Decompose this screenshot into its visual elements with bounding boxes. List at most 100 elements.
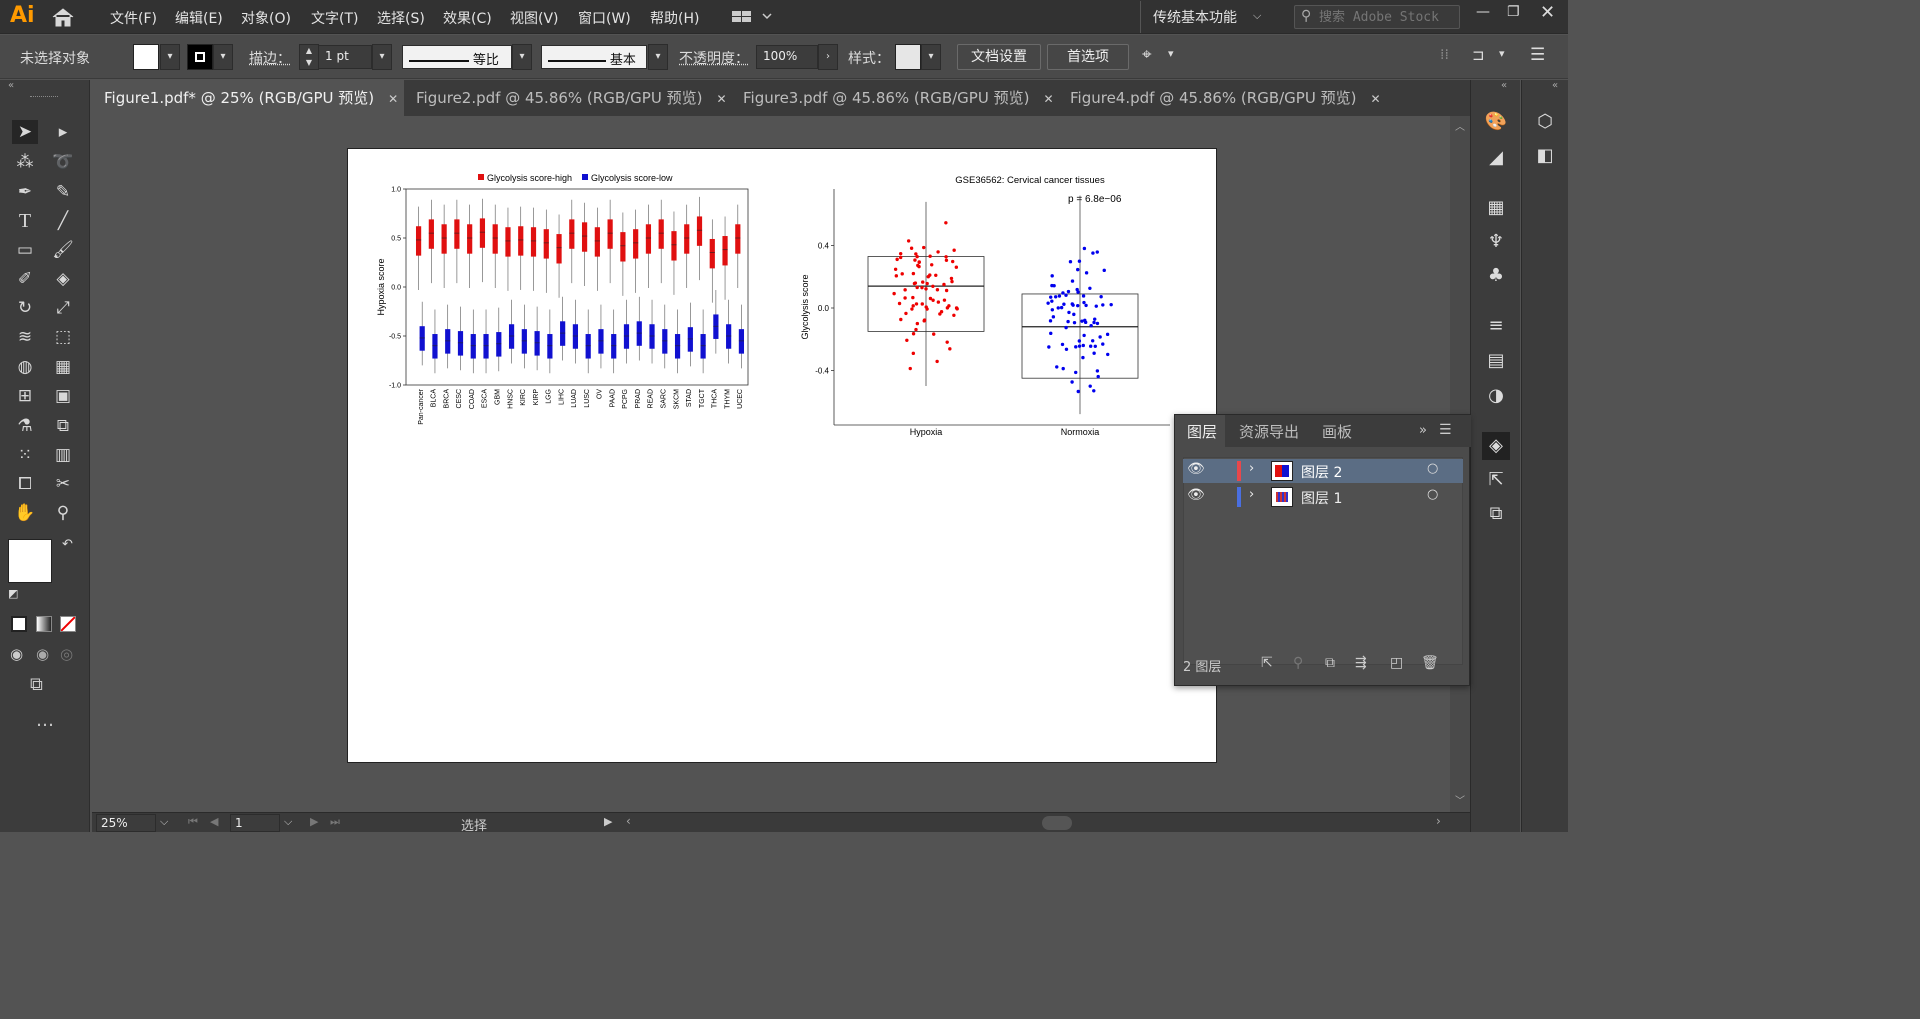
arrange-documents-icon[interactable] [732, 8, 778, 26]
preferences-button[interactable]: 首选项 [1047, 44, 1129, 70]
layers-panel-icon[interactable]: ◈ [1482, 432, 1510, 460]
workspace-switcher[interactable]: 传统基本功能 [1153, 10, 1237, 26]
restore-icon[interactable]: ❐ [1507, 4, 1520, 20]
tab-figure2[interactable]: Figure2.pdf @ 45.86% (RGB/GPU 预览) ✕ [404, 80, 737, 116]
curvature-tool-icon[interactable]: ✎ [55, 182, 71, 202]
menu-type[interactable]: 文字(T) [311, 11, 359, 27]
page-field[interactable]: 1 [230, 814, 280, 832]
home-icon[interactable] [50, 6, 76, 28]
draw-normal-icon[interactable]: ◉ [10, 645, 24, 663]
close-icon[interactable]: ✕ [716, 92, 727, 106]
stroke-label[interactable]: 描边： [249, 51, 291, 67]
draw-behind-icon[interactable]: ◉ [36, 645, 50, 663]
lasso-tool-icon[interactable]: ➰ [52, 152, 74, 172]
menu-effect[interactable]: 效果(C) [443, 11, 492, 27]
stroke-stepper[interactable]: ▲ ▼ [299, 44, 319, 70]
expand-arrow-icon[interactable]: › [1249, 487, 1255, 502]
selection-tool-icon[interactable]: ➤ [12, 120, 38, 144]
transparency-icon[interactable]: ◑ [1488, 385, 1504, 406]
style-dropdown[interactable]: ▾ [921, 44, 941, 70]
clipping-mask-icon[interactable]: ⧉ [1325, 655, 1335, 671]
document-setup-button[interactable]: 文档设置 [957, 44, 1041, 70]
direct-selection-tool-icon[interactable]: ▸ [58, 122, 68, 142]
new-layer-icon[interactable]: ◰ [1390, 655, 1404, 671]
chevron-down-icon[interactable]: ⌵ [160, 815, 169, 828]
color-mode-icon[interactable] [11, 616, 27, 632]
paintbrush-tool-icon[interactable]: 🖌 [52, 240, 74, 260]
status-menu-icon[interactable]: ▶ [604, 815, 613, 828]
shaper-tool-icon[interactable]: ✐ [17, 269, 33, 289]
none-mode-icon[interactable] [60, 616, 76, 632]
screen-mode-icon[interactable]: ⧉ [30, 674, 43, 695]
fill-swatch[interactable] [133, 44, 159, 70]
pen-tool-icon[interactable]: ✒ [17, 182, 33, 202]
asset-export-icon[interactable]: ⇱ [1488, 469, 1504, 490]
expand-icon[interactable]: « [1501, 80, 1508, 91]
gradient-mode-icon[interactable] [36, 616, 52, 632]
stroke-weight-field[interactable]: 1 pt [318, 45, 372, 69]
rectangle-tool-icon[interactable]: ▭ [16, 240, 34, 260]
last-page-icon[interactable]: ⏭ [330, 815, 340, 828]
scale-tool-icon[interactable]: ⤢ [56, 298, 70, 318]
stroke-panel-icon[interactable]: ≡ [1488, 315, 1504, 336]
mesh-tool-icon[interactable]: ⊞ [17, 386, 33, 406]
libraries-icon[interactable]: ⬡ [1537, 111, 1553, 132]
layer-row-1[interactable]: 👁 › 图层 1 ○ [1183, 485, 1463, 509]
search-input[interactable] [1319, 8, 1457, 26]
expand-icon[interactable]: « [1552, 80, 1559, 91]
panel-menu-icon[interactable]: ☰ [1530, 45, 1546, 65]
clubs-icon[interactable]: ♣ [1487, 265, 1505, 286]
line-tool-icon[interactable]: ╱ [57, 211, 69, 231]
arrange-icon[interactable]: ⌖ [1142, 45, 1152, 65]
width-tool-icon[interactable]: ≋ [17, 327, 33, 347]
close-icon[interactable]: ✕ [1370, 92, 1381, 106]
rotate-tool-icon[interactable]: ↻ [17, 298, 33, 318]
shape-builder-tool-icon[interactable]: ◍ [17, 357, 33, 377]
scroll-right-icon[interactable]: › [1436, 814, 1441, 828]
tab-layers[interactable]: 图层 [1187, 423, 1218, 441]
close-icon[interactable]: ✕ [1043, 92, 1054, 106]
prev-page-icon[interactable]: ◀ [210, 815, 219, 828]
swap-colors-icon[interactable]: ↶ [62, 537, 73, 552]
target-icon[interactable]: ○ [1427, 461, 1439, 476]
eye-icon[interactable]: 👁 [1187, 461, 1205, 477]
grip-icon[interactable] [30, 96, 58, 99]
more-tools-icon[interactable]: … [36, 710, 54, 731]
chevron-down-icon[interactable]: ▾ [1168, 47, 1174, 60]
color-guide-icon[interactable]: 🎨 [1484, 111, 1508, 132]
blend-tool-icon[interactable]: ⧉ [56, 416, 70, 436]
search-field[interactable]: ⚲ [1294, 5, 1460, 29]
tab-figure1[interactable]: Figure1.pdf* @ 25% (RGB/GPU 预览) ✕ [92, 80, 409, 116]
brush-field[interactable]: 基本 [541, 45, 647, 69]
first-page-icon[interactable]: ⏮ [188, 815, 198, 828]
free-transform-tool-icon[interactable]: ⬚ [54, 327, 72, 347]
artboard-tool-icon[interactable]: ⧠ [18, 474, 32, 494]
symbols-icon[interactable]: ♆ [1487, 231, 1505, 252]
stroke-profile-dropdown[interactable]: ▾ [512, 44, 532, 70]
menu-edit[interactable]: 编辑(E) [175, 11, 223, 27]
brush-dropdown[interactable]: ▾ [648, 44, 668, 70]
menu-help[interactable]: 帮助(H) [650, 11, 700, 27]
hand-tool-icon[interactable]: ✋ [14, 503, 36, 523]
eraser-tool-icon[interactable]: ◈ [56, 269, 70, 289]
opacity-field[interactable]: 100% [756, 45, 818, 69]
align-grid-icon[interactable]: ⁞⁞ [1440, 47, 1449, 63]
fill-color-icon[interactable] [8, 539, 52, 583]
fill-dropdown[interactable]: ▾ [160, 44, 180, 70]
new-sublayer-icon[interactable]: ⇶ [1355, 655, 1367, 671]
collapse-icon[interactable]: « [8, 80, 15, 91]
chevron-down-icon[interactable]: ⌵ [1253, 9, 1262, 22]
symbol-sprayer-tool-icon[interactable]: ⁙ [17, 445, 33, 465]
swatches-icon[interactable]: ▦ [1487, 197, 1505, 218]
brushes-icon[interactable]: ◢ [1489, 147, 1503, 168]
scroll-left-icon[interactable]: ‹ [626, 814, 631, 828]
style-swatch[interactable] [895, 44, 921, 70]
artboard[interactable]: Glycolysis score-high Glycolysis score-l… [347, 148, 1217, 763]
chevron-down-icon[interactable]: ▾ [1499, 47, 1505, 60]
layer-name[interactable]: 图层 1 [1301, 491, 1343, 507]
artboards-icon[interactable]: ⧉ [1489, 503, 1503, 524]
menu-window[interactable]: 窗口(W) [578, 11, 631, 27]
eyedropper-tool-icon[interactable]: ⚗ [17, 416, 33, 436]
expand-arrow-icon[interactable]: › [1249, 461, 1255, 476]
draw-inside-icon[interactable]: ◎ [60, 645, 74, 663]
